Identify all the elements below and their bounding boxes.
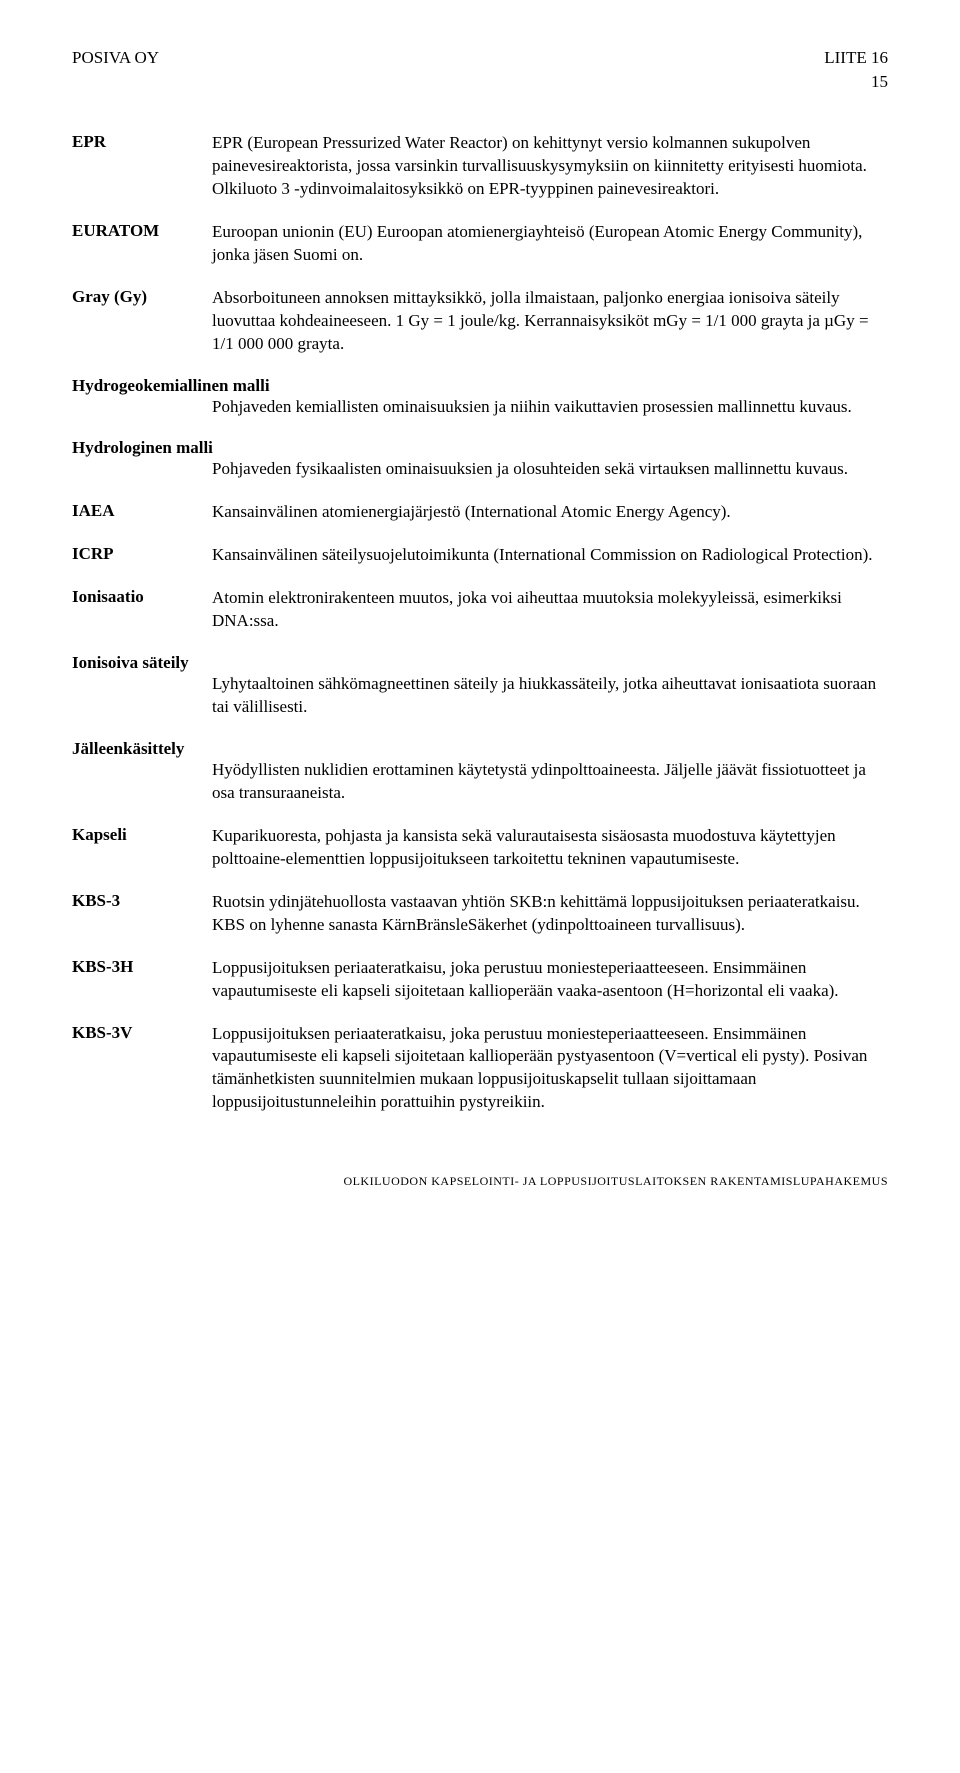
glossary-definition: Ruotsin ydinjätehuollosta vastaavan yhti… [212,891,888,937]
glossary-container: EPREPR (European Pressurized Water React… [72,132,888,1114]
glossary-definition: Loppusijoituksen periaateratkaisu, joka … [212,1023,888,1115]
glossary-term: Jälleenkäsittely [72,739,888,759]
glossary-entry: ICRPKansainvälinen säteilysuojelutoimiku… [72,544,888,567]
header-right: LIITE 16 [824,48,888,68]
glossary-definition: Hyödyllisten nuklidien erottaminen käyte… [212,759,888,805]
glossary-entry: KBS-3HLoppusijoituksen periaateratkaisu,… [72,957,888,1003]
glossary-definition: Kansainvälinen säteilysuojelutoimikunta … [212,544,888,567]
glossary-term: KBS-3V [72,1023,212,1043]
glossary-term: Ionisaatio [72,587,212,607]
glossary-term: ICRP [72,544,212,564]
glossary-term: EPR [72,132,212,152]
glossary-term: EURATOM [72,221,212,241]
glossary-definition: Loppusijoituksen periaateratkaisu, joka … [212,957,888,1003]
glossary-definition: Absorboituneen annoksen mittayksikkö, jo… [212,287,888,356]
glossary-entry: Hydrogeokemiallinen malliPohjaveden kemi… [72,376,888,419]
glossary-entry: KapseliKuparikuoresta, pohjasta ja kansi… [72,825,888,871]
glossary-definition: Kuparikuoresta, pohjasta ja kansista sek… [212,825,888,871]
glossary-term: Ionisoiva säteily [72,653,888,673]
header-left: POSIVA OY [72,48,159,68]
glossary-definition: Pohjaveden fysikaalisten ominaisuuksien … [212,458,888,481]
glossary-term: Kapseli [72,825,212,845]
glossary-definition: Euroopan unionin (EU) Euroopan atomiener… [212,221,888,267]
page-number: 15 [72,72,888,92]
glossary-entry: EURATOMEuroopan unionin (EU) Euroopan at… [72,221,888,267]
glossary-term: Hydrologinen malli [72,438,888,458]
glossary-entry: Hydrologinen malliPohjaveden fysikaalist… [72,438,888,481]
glossary-entry: Gray (Gy)Absorboituneen annoksen mittayk… [72,287,888,356]
glossary-term: KBS-3 [72,891,212,911]
glossary-entry: JälleenkäsittelyHyödyllisten nuklidien e… [72,739,888,805]
glossary-entry: KBS-3VLoppusijoituksen periaateratkaisu,… [72,1023,888,1115]
glossary-entry: KBS-3Ruotsin ydinjätehuollosta vastaavan… [72,891,888,937]
glossary-term: KBS-3H [72,957,212,977]
header-row: POSIVA OY LIITE 16 [72,48,888,68]
glossary-entry: Ionisoiva säteilyLyhytaaltoinen sähkömag… [72,653,888,719]
glossary-term: Gray (Gy) [72,287,212,307]
glossary-definition: EPR (European Pressurized Water Reactor)… [212,132,888,201]
glossary-term: Hydrogeokemiallinen malli [72,376,888,396]
glossary-definition: Kansainvälinen atomienergiajärjestö (Int… [212,501,888,524]
glossary-definition: Atomin elektronirakenteen muutos, joka v… [212,587,888,633]
glossary-definition: Lyhytaaltoinen sähkömagneettinen säteily… [212,673,888,719]
glossary-definition: Pohjaveden kemiallisten ominaisuuksien j… [212,396,888,419]
glossary-term: IAEA [72,501,212,521]
footer-text: OLKILUODON KAPSELOINTI- JA LOPPUSIJOITUS… [72,1174,888,1189]
glossary-entry: IAEAKansainvälinen atomienergiajärjestö … [72,501,888,524]
glossary-entry: EPREPR (European Pressurized Water React… [72,132,888,201]
glossary-entry: IonisaatioAtomin elektronirakenteen muut… [72,587,888,633]
